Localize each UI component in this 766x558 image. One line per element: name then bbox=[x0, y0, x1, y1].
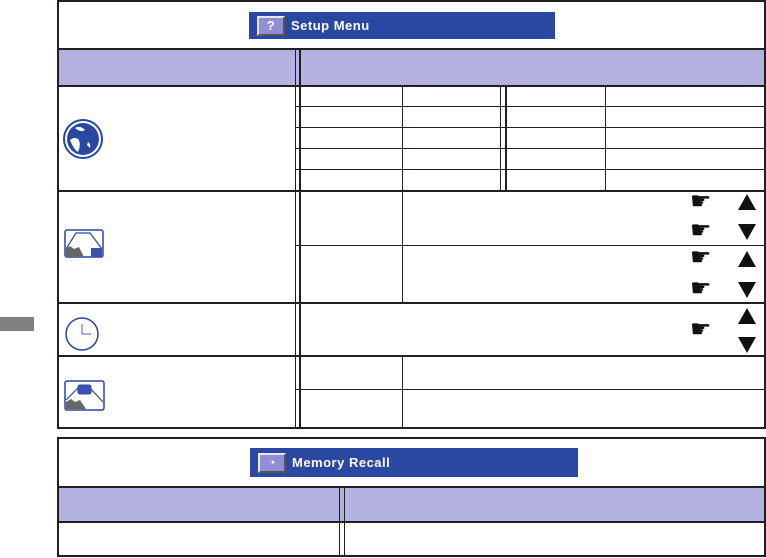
memory-header-row bbox=[59, 488, 764, 522]
memory-recall-table bbox=[57, 437, 766, 557]
setup-menu-title: Setup Menu bbox=[291, 18, 370, 33]
osd-position-icon bbox=[64, 380, 105, 411]
arrow-down-icon[interactable] bbox=[738, 224, 756, 240]
setup-menu-table bbox=[57, 0, 766, 429]
pointing-hand-icon: ☛ bbox=[690, 217, 712, 244]
pointing-hand-icon: ☛ bbox=[690, 188, 712, 215]
pointing-hand-icon: ☛ bbox=[690, 316, 712, 343]
arrow-down-icon[interactable] bbox=[738, 337, 756, 353]
arrow-up-icon[interactable] bbox=[738, 251, 756, 267]
recall-icon: ◔ bbox=[258, 452, 286, 473]
side-tab bbox=[0, 317, 34, 331]
pointing-hand-icon: ☛ bbox=[690, 244, 712, 271]
setup-menu-title-bar: ? Setup Menu bbox=[249, 12, 555, 39]
clock-icon bbox=[65, 317, 99, 351]
memory-recall-title: Memory Recall bbox=[292, 455, 391, 470]
arrow-up-icon[interactable] bbox=[738, 308, 756, 324]
pointing-hand-icon: ☛ bbox=[690, 275, 712, 302]
memory-recall-title-bar: ◔ Memory Recall bbox=[250, 448, 578, 477]
setup-header-row bbox=[59, 50, 764, 86]
arrow-up-icon[interactable] bbox=[738, 194, 756, 210]
image-position-icon bbox=[64, 229, 104, 258]
arrow-down-icon[interactable] bbox=[738, 282, 756, 298]
globe-icon bbox=[63, 119, 103, 159]
question-icon: ? bbox=[257, 15, 285, 36]
